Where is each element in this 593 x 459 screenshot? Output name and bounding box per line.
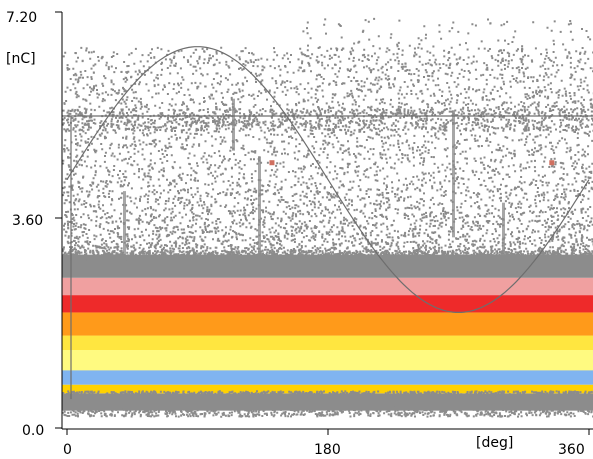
x-axis-unit-label: [deg] [476, 435, 513, 451]
pulse-streak [232, 98, 235, 151]
density-band-high-yellow [62, 384, 593, 394]
x-tick-label-mid: 180 [314, 442, 341, 458]
scatter-points [62, 17, 593, 257]
pulse-streak [502, 202, 505, 261]
density-band-pink [62, 277, 593, 296]
y-axis-unit-label: [nC] [6, 51, 36, 67]
reference-lines [62, 46, 593, 400]
density-band-low [62, 254, 593, 278]
markers [269, 160, 555, 166]
density-band-red [62, 295, 593, 313]
pulse-streak [452, 110, 455, 238]
data-marker [549, 160, 555, 166]
x-tick-label-start: 0 [63, 442, 72, 458]
plot-area [62, 17, 593, 418]
x-tick-label-end: 360 [558, 442, 585, 458]
data-marker [269, 160, 275, 166]
sine-reference-curve [66, 46, 590, 313]
y-tick-label-mid: 3.60 [12, 213, 43, 229]
density-band-orange [62, 312, 593, 336]
scatter-noise [62, 17, 593, 261]
y-tick-label-top: 7.20 [6, 10, 37, 26]
density-bands [62, 249, 593, 418]
y-tick-label-bottom: 0.0 [22, 423, 44, 439]
pulse-streak [258, 156, 261, 255]
density-band-blue [62, 370, 593, 385]
pulse-streak [123, 191, 126, 255]
density-band-pale [62, 350, 593, 371]
